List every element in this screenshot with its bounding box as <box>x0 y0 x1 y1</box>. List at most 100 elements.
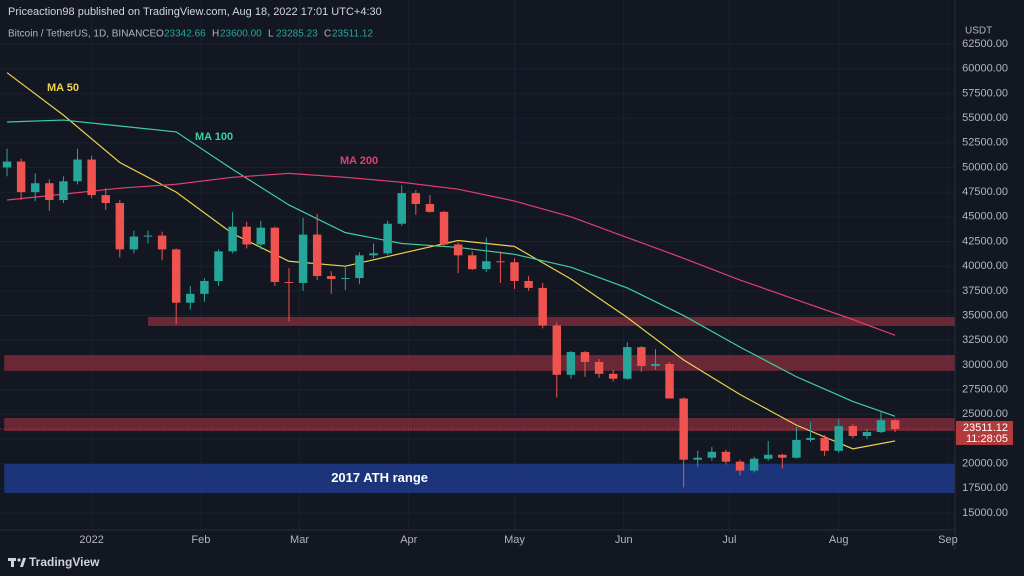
candle-body <box>524 280 533 288</box>
candle-body <box>2 161 12 168</box>
candle-body <box>637 347 646 366</box>
y-tick-label: 37500.00 <box>962 285 1008 297</box>
y-tick-label: 50000.00 <box>962 161 1008 173</box>
candle-body <box>425 203 435 212</box>
zone <box>148 316 955 326</box>
candle-body <box>369 253 378 256</box>
candle-body <box>87 159 96 196</box>
ohlc-key: C <box>324 29 331 40</box>
y-tick-label: 35000.00 <box>962 309 1008 321</box>
candle-body <box>327 276 336 280</box>
candle-body <box>200 280 209 294</box>
zone <box>4 418 956 432</box>
candle-body <box>693 457 702 460</box>
y-tick-label: 25000.00 <box>962 408 1008 420</box>
candle-body <box>806 437 815 440</box>
moving-average <box>6 172 896 336</box>
ma-label: MA 100 <box>195 131 233 143</box>
y-tick-label: 45000.00 <box>962 211 1008 223</box>
candle-body <box>651 363 660 366</box>
y-tick-label: 55000.00 <box>962 112 1008 124</box>
candle-body <box>73 159 82 182</box>
ohlc-value: 23511.12 <box>332 29 373 40</box>
zone <box>4 464 956 493</box>
ohlc-value: 23285.23 <box>276 29 318 40</box>
footer-bar <box>0 550 1024 576</box>
candle-body <box>341 278 350 280</box>
moving-average <box>6 72 896 450</box>
candle-body <box>383 223 392 254</box>
candle-body <box>298 234 308 283</box>
candle-body <box>876 420 886 433</box>
candle-body <box>890 420 900 430</box>
candle-body <box>45 183 54 201</box>
ohlc-value: 23600.00 <box>220 29 262 40</box>
candle-body <box>820 437 829 451</box>
last-price: 23511.12 <box>963 422 1008 434</box>
candle-body <box>129 236 139 250</box>
y-tick-label: 52500.00 <box>962 137 1008 149</box>
candle-body <box>482 261 491 270</box>
candle-body <box>721 451 731 462</box>
candle-body <box>792 439 801 458</box>
candle-body <box>735 461 745 471</box>
x-tick-label: Aug <box>829 534 849 546</box>
candle-body <box>355 255 364 279</box>
candle-body <box>186 293 195 303</box>
candle-body <box>510 262 519 281</box>
candle-body <box>862 432 872 437</box>
candle-body <box>665 363 674 399</box>
zone <box>4 355 956 371</box>
brand: TradingView <box>29 555 100 569</box>
candle-body <box>59 181 68 201</box>
candle-body <box>214 251 223 281</box>
candle-body <box>764 454 773 459</box>
candle-body <box>834 426 843 451</box>
candle-body <box>312 234 322 277</box>
candle-body <box>411 193 421 204</box>
candle-body <box>623 347 632 379</box>
candle-body <box>115 202 125 250</box>
candle-body <box>552 325 562 375</box>
x-tick-label: Mar <box>290 534 309 546</box>
candle-body <box>566 352 576 375</box>
candle-body <box>538 287 547 326</box>
candle-body <box>397 193 406 224</box>
y-tick-label: 32500.00 <box>962 334 1008 346</box>
ohlc-key: H <box>212 29 219 40</box>
publisher: Priceaction98 published on TradingView.c… <box>8 6 382 18</box>
y-tick-label: 42500.00 <box>962 235 1008 247</box>
candle-body <box>270 227 280 282</box>
candle-body <box>284 281 294 283</box>
candle-body <box>848 426 858 437</box>
candle-body <box>707 451 717 458</box>
x-tick-label: Jun <box>615 534 633 546</box>
y-tick-label: 15000.00 <box>962 507 1008 519</box>
candle-body <box>228 226 237 252</box>
candle-body <box>496 261 505 263</box>
ohlc-key: O <box>156 29 164 40</box>
candle-body <box>594 361 604 374</box>
y-tick-label: 60000.00 <box>962 63 1008 75</box>
countdown: 11:28:05 <box>966 433 1008 445</box>
candle-body <box>778 454 787 458</box>
last-price-tag <box>956 420 1013 445</box>
y-tick-label: 17500.00 <box>962 482 1008 494</box>
candle-body <box>749 458 759 471</box>
candle-body <box>453 244 463 256</box>
ohlc-value: 23342.66 <box>164 29 206 40</box>
currency: USDT <box>965 26 992 37</box>
y-tick-label: 47500.00 <box>962 186 1008 198</box>
candle-body <box>171 249 181 303</box>
candle-body <box>679 398 688 460</box>
candle-body <box>143 235 153 237</box>
y-tick-label: 30000.00 <box>962 359 1008 371</box>
ma-label: MA 200 <box>340 155 378 167</box>
x-tick-label: May <box>504 534 525 546</box>
plot-area <box>0 0 956 530</box>
zone-label: 2017 ATH range <box>331 470 428 485</box>
ohlc-key: L <box>268 29 274 40</box>
brand-logo <box>8 558 26 567</box>
y-tick-label: 27500.00 <box>962 384 1008 396</box>
